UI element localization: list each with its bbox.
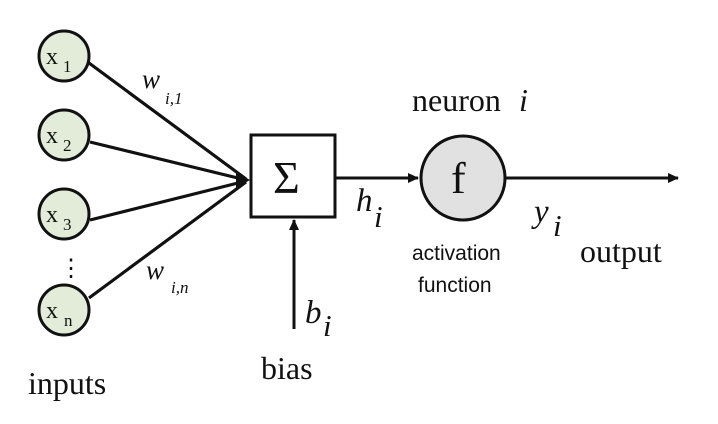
inputs-label: inputs <box>28 365 106 401</box>
input-node-xn: x n <box>37 283 91 337</box>
hidden-value-main: h <box>356 183 373 219</box>
activation-label-line2: function <box>418 274 492 297</box>
output-symbol-sub: i <box>553 208 562 243</box>
bias-symbol-sub: i <box>323 308 332 343</box>
summation-box <box>249 133 337 219</box>
input-node-circle <box>37 187 91 241</box>
input-ellipsis: ⋮ <box>59 256 83 282</box>
input-node-main: x <box>46 202 58 228</box>
input-node-x1: x 1 <box>37 29 91 83</box>
input-node-sub: 2 <box>63 136 72 155</box>
connection-x3 <box>89 179 247 222</box>
weight-label-main: w <box>146 255 164 285</box>
input-node-sub: n <box>64 311 73 330</box>
neuron-title: neuron i <box>412 82 528 118</box>
weight-label-sub: i,1 <box>165 89 182 108</box>
bias-symbol-label: b i <box>305 295 332 343</box>
connection-x1 <box>88 61 247 181</box>
output-symbol-label: y i <box>531 194 562 243</box>
weight-label-last: w i,n <box>146 255 188 297</box>
input-node-x3: x 3 <box>37 187 91 241</box>
input-node-sub: 3 <box>63 215 72 234</box>
weight-label-main: w <box>142 64 160 94</box>
neuron-title-prefix: neuron <box>412 82 501 118</box>
hidden-value-sub: i <box>374 199 383 234</box>
weight-label-first: w i,1 <box>142 64 182 108</box>
input-node-sub: 1 <box>63 57 72 76</box>
input-node-x2: x 2 <box>37 108 91 162</box>
output-label: output <box>580 233 662 269</box>
neuron-title-index: i <box>519 82 528 118</box>
output-symbol-main: y <box>531 194 549 230</box>
summation-symbol: Σ <box>273 152 300 203</box>
hidden-value-label: h i <box>356 183 383 234</box>
connection-xn <box>88 180 247 300</box>
bias-label: bias <box>261 350 313 386</box>
input-node-main: x <box>46 123 58 149</box>
input-node-circle <box>37 283 91 337</box>
weight-label-sub: i,n <box>171 278 188 297</box>
input-node-main: x <box>46 298 58 324</box>
input-node-main: x <box>46 44 58 70</box>
activation-function-symbol: f <box>451 154 466 203</box>
summation-arrow-head <box>236 172 250 188</box>
input-node-circle <box>37 108 91 162</box>
bias-symbol-main: b <box>305 295 322 331</box>
activation-label-line1: activation <box>412 242 501 265</box>
input-node-circle <box>37 29 91 83</box>
connection-x2 <box>89 140 247 182</box>
